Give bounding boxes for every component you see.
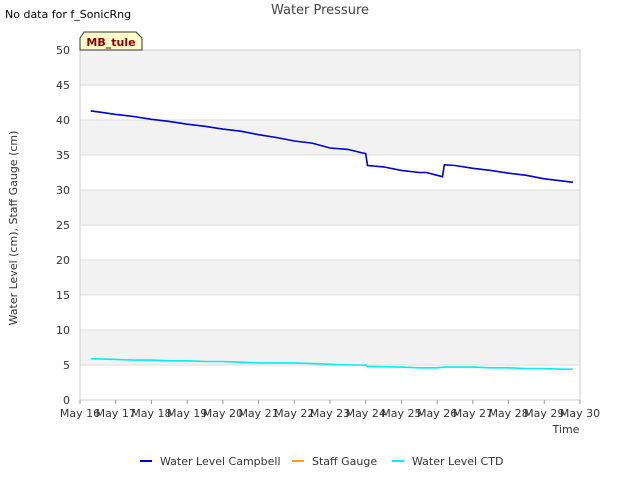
plot-band — [80, 50, 580, 85]
plot-background-bands — [80, 50, 580, 400]
plot-band — [80, 120, 580, 155]
legend-label: Water Level Campbell — [160, 455, 281, 468]
y-tick-label: 50 — [56, 44, 70, 57]
legend-label: Staff Gauge — [312, 455, 377, 468]
series-line — [90, 110, 574, 184]
x-tick-label: May 19 — [167, 407, 207, 420]
series-line — [90, 357, 573, 371]
y-tick-label: 10 — [56, 324, 70, 337]
plot-band — [80, 155, 580, 190]
y-axis-label: Water Level (cm), Staff Gauge (cm) — [7, 131, 20, 326]
legend: Water Level Campbell Staff Gauge Water Lev… — [140, 455, 503, 468]
plot-band — [80, 365, 580, 400]
plot-band — [80, 295, 580, 330]
series-lines — [90, 110, 574, 371]
site-tag-label: MB_tule — [86, 36, 135, 49]
legend-label: Water Level CTD — [412, 455, 503, 468]
y-tick-label: 20 — [56, 254, 70, 267]
x-tick-label: May 26 — [417, 407, 457, 420]
x-tick-label: May 20 — [203, 407, 243, 420]
x-tick-label: May 27 — [453, 407, 493, 420]
plot-band — [80, 190, 580, 225]
y-axis-ticks: 0 5 10 15 20 25 30 35 40 45 50 — [56, 44, 70, 407]
site-tag: MB_tule — [79, 31, 143, 51]
x-tick-label: May 28 — [488, 407, 528, 420]
x-tick-label: May 22 — [274, 407, 314, 420]
y-tick-label: 30 — [56, 184, 70, 197]
x-tick-label: May 18 — [131, 407, 171, 420]
x-tick-label: May 17 — [96, 407, 136, 420]
x-tick-label: May 23 — [310, 407, 350, 420]
y-tick-label: 25 — [56, 219, 70, 232]
plot-band — [80, 225, 580, 260]
y-tick-label: 15 — [56, 289, 70, 302]
plot-band — [80, 85, 580, 120]
x-tick-label: May 29 — [524, 407, 564, 420]
plot-band — [80, 260, 580, 295]
chart-title: Water Pressure — [271, 3, 369, 18]
y-tick-label: 5 — [63, 359, 70, 372]
no-data-note: No data for f_SonicRng — [5, 8, 131, 21]
y-tick-label: 0 — [63, 394, 70, 407]
plot-band — [80, 330, 580, 365]
x-tick-label: May 16 — [60, 407, 100, 420]
x-axis-label: Time — [552, 423, 580, 436]
x-tick-label: May 21 — [238, 407, 278, 420]
y-tick-label: 40 — [56, 114, 70, 127]
x-tick-label: May 25 — [381, 407, 421, 420]
y-tick-label: 45 — [56, 79, 70, 92]
site-tag-shape — [79, 31, 143, 51]
x-tick-label: May 30 — [560, 407, 600, 420]
y-tick-label: 35 — [56, 149, 70, 162]
x-tick-label: May 24 — [346, 407, 386, 420]
